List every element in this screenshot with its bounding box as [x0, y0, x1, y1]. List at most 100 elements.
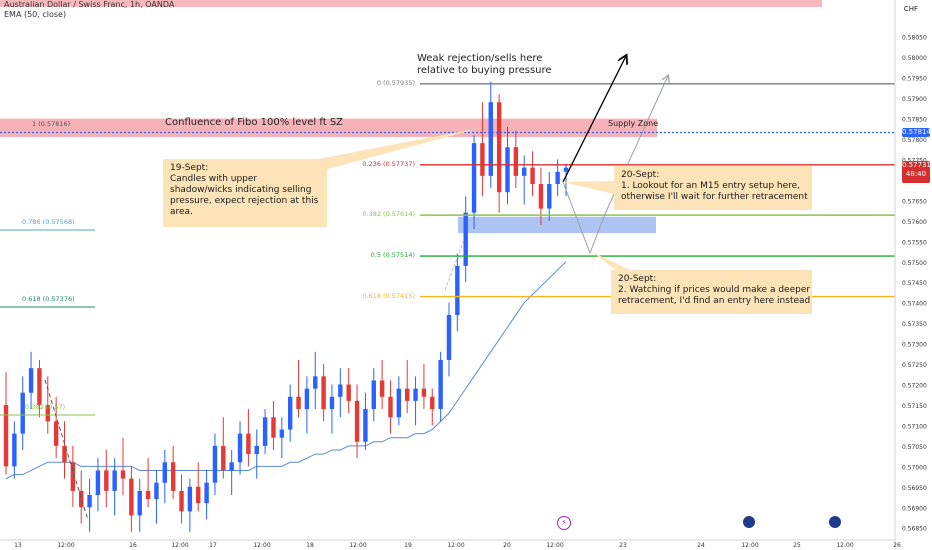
candle-body: [522, 167, 527, 176]
time-tick-label: 19: [404, 542, 412, 549]
candle-body: [221, 445, 226, 471]
candle-body: [162, 462, 168, 483]
candle-body: [87, 494, 92, 508]
price-tick-label: 0.57600: [902, 219, 927, 226]
price-tick-label: 0.57450: [902, 280, 927, 287]
price-tick-label: 0.57050: [902, 444, 927, 451]
time-tick-label: 18: [306, 542, 314, 549]
time-tick-label: 17: [209, 542, 217, 549]
candle-body: [329, 396, 335, 410]
indicator-label: EMA (50, close): [4, 10, 67, 19]
price-tick-label: 0.57750: [902, 157, 927, 164]
candle-body: [538, 184, 544, 209]
candle-body: [145, 490, 151, 500]
note-20b-line1: 2. Watching if prices would make a deepe…: [618, 285, 811, 295]
candle-body: [463, 212, 468, 266]
price-tick-label: 0.56850: [902, 526, 927, 533]
price-tick-label: 0.57150: [902, 403, 927, 410]
old-fib-label-0.618: 0.618 (0.57376): [22, 295, 75, 303]
candle-body: [547, 184, 552, 209]
time-tick-label: 13: [14, 542, 22, 549]
current-price-tag: 0.57731 48:40: [902, 161, 931, 183]
note-20a-line2: otherwise I'll wait for further retracem…: [621, 192, 808, 202]
price-tick-label: 0.57950: [902, 76, 927, 83]
time-tick-label: 12:00: [171, 542, 188, 549]
time-tick-label: 12:00: [741, 542, 758, 549]
price-tick-label: 0.58050: [902, 35, 927, 42]
candle-body: [354, 400, 360, 442]
candle-body: [70, 462, 76, 491]
candle-body: [388, 396, 393, 418]
candle-body: [413, 388, 418, 401]
fib-lines: [0, 83, 895, 416]
time-tick-label: 12:00: [253, 542, 270, 549]
candle-body: [204, 482, 209, 504]
candle-body: [37, 368, 42, 405]
candle-body: [438, 359, 443, 410]
candle-body: [79, 490, 84, 508]
candle-body: [455, 265, 460, 315]
weak-rejection-line1: Weak rejection/sells here: [417, 53, 543, 64]
candle-body: [321, 376, 326, 410]
candle-body: [346, 384, 351, 401]
au-flag-icon[interactable]: [743, 516, 755, 528]
lightning-icon[interactable]: ⚡: [557, 516, 571, 530]
candle-body: [179, 490, 184, 512]
note-20a-title: 20-Sept:: [621, 170, 660, 180]
candle-body: [480, 143, 485, 176]
candle-body: [187, 486, 193, 512]
retrace-path: [562, 181, 606, 255]
confluence-label: Confluence of Fibo 100% level ft SZ: [165, 117, 344, 128]
top-supply-band: [0, 0, 822, 7]
dashed-fib-diagonal: [444, 239, 465, 291]
candle-body: [104, 470, 109, 491]
candle-body: [421, 388, 427, 397]
candle-body: [379, 380, 385, 397]
au-flag-icon-2[interactable]: [829, 516, 841, 528]
candle-body: [237, 433, 243, 463]
time-tick-label: 12:00: [836, 542, 853, 549]
candle-body: [170, 462, 176, 491]
candle-body: [12, 433, 17, 467]
note-20b-title: 20-Sept:: [618, 274, 657, 284]
candle-body: [95, 470, 101, 495]
note-20-sept-2: 20-Sept: 2. Watching if prices would mak…: [611, 270, 812, 314]
price-tick-label: 0.58000: [902, 55, 927, 62]
price-tick-label: 0.57900: [902, 96, 927, 103]
bull-arrow: [562, 56, 626, 183]
price-tick-label: 0.57400: [902, 301, 927, 308]
price-tick-label: 0.57650: [902, 198, 927, 205]
price-tick-label: 0.57500: [902, 260, 927, 267]
candle-body: [20, 392, 25, 434]
time-tick-label: 12:00: [447, 542, 464, 549]
candle-body: [53, 421, 59, 446]
price-tick-label: 0.57100: [902, 423, 927, 430]
candle-body: [530, 167, 535, 185]
candle-body: [254, 445, 259, 455]
candle-body: [120, 470, 126, 479]
note-20-sept-1: 20-Sept: 1. Lookout for an M15 entry set…: [614, 166, 812, 210]
candle-body: [446, 314, 452, 360]
weak-rejection-line2: relative to buying pressure: [417, 65, 552, 76]
candle-body: [262, 417, 268, 446]
candle-body: [404, 388, 410, 401]
time-tick-label: 20: [503, 542, 511, 549]
candle-body: [304, 388, 310, 410]
candle-body: [287, 396, 293, 430]
dashed-trendline-left: [44, 379, 89, 521]
candle-body: [430, 396, 435, 410]
candle-body: [488, 102, 493, 176]
candle-body: [313, 376, 318, 389]
candle-body: [279, 429, 285, 438]
candle-body: [229, 462, 234, 471]
candle-body: [28, 368, 34, 393]
note-19-line2: shadow/wicks indicating selling: [170, 185, 312, 195]
candle-body: [246, 433, 251, 455]
old-fib-label-0.382: 0.382 (0.57): [25, 403, 66, 411]
candle-body: [212, 445, 218, 483]
time-tick-label: 24: [697, 542, 705, 549]
note-20a-pointer: [563, 181, 614, 194]
candle-body: [45, 404, 50, 422]
ema-layer: [5, 261, 567, 480]
price-tick-label: 0.57300: [902, 342, 927, 349]
